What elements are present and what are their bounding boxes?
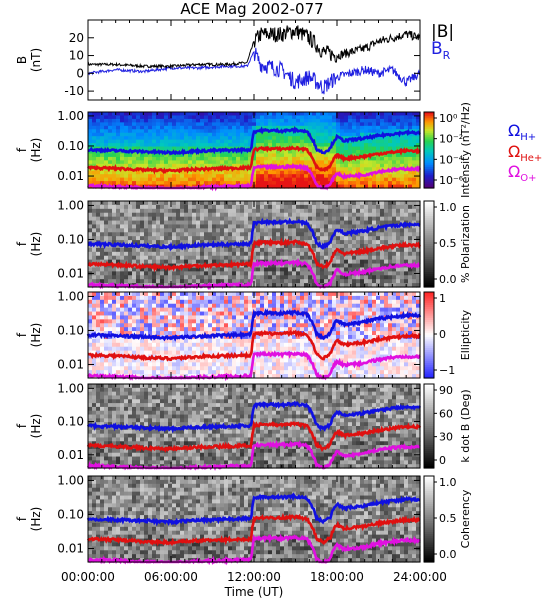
panel-1-ytick-2: 0.01 <box>57 169 84 183</box>
panel-0-ylabel-2: (nT) <box>29 48 43 72</box>
panel-1-colorbar-tick-2: 10⁻⁴ <box>439 153 464 166</box>
panel-2-ylabel-2: (Hz) <box>29 232 43 257</box>
panel-1-gyro-line-he <box>87 145 421 175</box>
figure-title: ACE Mag 2002-077 <box>180 0 323 18</box>
panel-0-frame <box>87 19 421 101</box>
legend-b-radial: BR <box>431 39 451 62</box>
panel-4-ylabel-1: f <box>15 423 29 428</box>
panel-3-ytick-0: 1.00 <box>57 289 84 303</box>
panel-1-colorbar-label: Intensity (nT²/Hz) <box>459 102 472 198</box>
panel-4-colorbar-tick-0: 90 <box>439 384 453 397</box>
panel-1-ytick-0: 1.00 <box>57 109 84 123</box>
panel-4-colorbar: 90 60 30 0 k dot B (Deg) <box>423 383 472 469</box>
panel-2-colorbar-tick-1: 0.5 <box>439 237 457 250</box>
panel-2-ytick-2: 0.01 <box>57 266 84 280</box>
panel-4-ytick-1: 0.10 <box>57 415 84 429</box>
panel-0-ylabel-1: B <box>15 56 29 64</box>
series-b-total <box>87 25 421 70</box>
legend-b: |B| BR <box>431 22 454 62</box>
panel-5-gyro-line-h <box>86 492 421 527</box>
panel-5-colorbar-tick-0: 1.0 <box>439 476 457 489</box>
panel-0-magnetic-field: -10 0 10 20 B (nT) <box>15 19 421 101</box>
panel-5-colorbar-label: Coherency <box>459 489 472 548</box>
panel-2-ytick-1: 0.10 <box>57 232 84 246</box>
panel-3-colorbar-tick-1: 0 <box>439 328 446 341</box>
legend-gyro-he: ΩHe+ <box>508 142 542 164</box>
panel-5-ytick-0: 1.00 <box>57 473 84 487</box>
panel-5-ylabel-1: f <box>15 516 29 521</box>
panel-4-ytick-0: 1.00 <box>57 381 84 395</box>
panel-3-ytick-2: 0.01 <box>57 357 84 371</box>
panel-3-ytick-1: 0.10 <box>57 323 84 337</box>
panel-1-spectrogram: 1.00 0.10 0.01 f (Hz) 10⁰ 10⁻² 10⁻⁴ 10⁻⁶Intensit… <box>15 102 472 198</box>
panel-4-colorbar-tick-3: 0 <box>439 454 446 467</box>
panel-2-gyro-line-he <box>87 237 422 273</box>
panel-4-gyro-line-h <box>86 400 422 434</box>
panel-4-gyro-line-he <box>86 419 422 453</box>
panel-2-spectrogram: 1.00 0.10 0.01 f (Hz) 1.0 0.5 0.0% Polarization <box>15 198 472 291</box>
panel-4-ylabel-2: (Hz) <box>29 414 43 439</box>
panel-3-ylabel-2: (Hz) <box>29 323 43 348</box>
panel-4-spectrogram: 1.00 0.10 0.01 f (Hz) 90 60 30 0 k dot B (Deg) <box>15 381 472 471</box>
panel-0-ytick-3: 20 <box>69 31 84 45</box>
panel-1-ylabel-2: (Hz) <box>29 138 43 163</box>
xtick-label-0: 00:00:00 <box>61 570 115 584</box>
panel-0-ytick-0: -10 <box>64 84 84 98</box>
panel-2-colorbar-tick-2: 0.0 <box>439 273 457 286</box>
panel-2-colorbar: 1.0 0.5 0.0% Polarization <box>423 200 472 288</box>
panel-5-colorbar-tick-2: 0.0 <box>439 548 457 561</box>
x-axis: 00:00:00 06:00:00 12:00:00 18:00:00 24:0… <box>61 570 447 599</box>
series-b-radial <box>87 47 421 95</box>
panel-5-ytick-1: 0.10 <box>57 507 84 521</box>
panel-2-colorbar-label: % Polarization <box>459 205 472 283</box>
panel-0-ytick-2: 10 <box>69 49 84 63</box>
xtick-label-4: 24:00:00 <box>393 570 447 584</box>
panel-4-colorbar-label: k dot B (Deg) <box>459 389 472 462</box>
panel-1-ylabel-1: f <box>15 147 29 152</box>
legend-gyro-h: ΩH+ <box>508 121 536 143</box>
panel-3-ylabel-1: f <box>15 332 29 337</box>
panel-3-colorbar-tick-0: 1 <box>439 292 446 305</box>
panel-4-ytick-2: 0.01 <box>57 448 84 462</box>
panel-4-colorbar-tick-1: 60 <box>439 407 453 420</box>
panel-5-colorbar-tick-1: 0.5 <box>439 512 457 525</box>
panel-3-spectrogram: 1.00 0.10 0.01 f (Hz) 1 0 −1 Ellipticity <box>15 289 472 382</box>
legend-b-total: |B| <box>431 22 454 42</box>
panel-5-ylabel-2: (Hz) <box>29 507 43 532</box>
panel-2-ylabel-1: f <box>15 241 29 246</box>
xtick-label-3: 18:00:00 <box>310 570 364 584</box>
panel-1-gyro-line-h <box>88 125 421 157</box>
legend-gyro-o: ΩO+ <box>508 162 536 184</box>
xtick-label-1: 06:00:00 <box>144 570 198 584</box>
panel-0-ytick-1: 0 <box>76 66 84 80</box>
panel-3-colorbar-label: Ellipticity <box>459 309 472 360</box>
panel-2-gyro-line-h <box>87 217 421 252</box>
panel-3-gyro-line-h <box>86 308 422 342</box>
panel-3-gyro-line-he <box>88 329 421 362</box>
legend-gyro: ΩH+ ΩHe+ ΩO+ <box>508 121 542 184</box>
panel-5-ytick-2: 0.01 <box>57 541 84 555</box>
panel-4-colorbar-tick-2: 30 <box>439 431 453 444</box>
panel-1-colorbar-tick-3: 10⁻⁶ <box>439 174 464 187</box>
panel-2-colorbar-tick-0: 1.0 <box>439 201 457 214</box>
panel-1-colorbar-tick-1: 10⁻² <box>439 133 463 146</box>
xtick-label-2: 12:00:00 <box>227 570 281 584</box>
panel-5-gyro-line-he <box>86 512 421 547</box>
xaxis-label: Time (UT) <box>224 585 284 599</box>
panel-1-heatmap-cells <box>88 112 421 189</box>
panel-1-ytick-1: 0.10 <box>57 139 84 153</box>
panel-3-colorbar: 1 0 −1 Ellipticity <box>423 291 472 379</box>
panel-1-colorbar-tick-0: 10⁰ <box>439 112 458 125</box>
panel-3-colorbar-tick-2: −1 <box>439 364 455 377</box>
panel-2-ytick-0: 1.00 <box>57 198 84 212</box>
